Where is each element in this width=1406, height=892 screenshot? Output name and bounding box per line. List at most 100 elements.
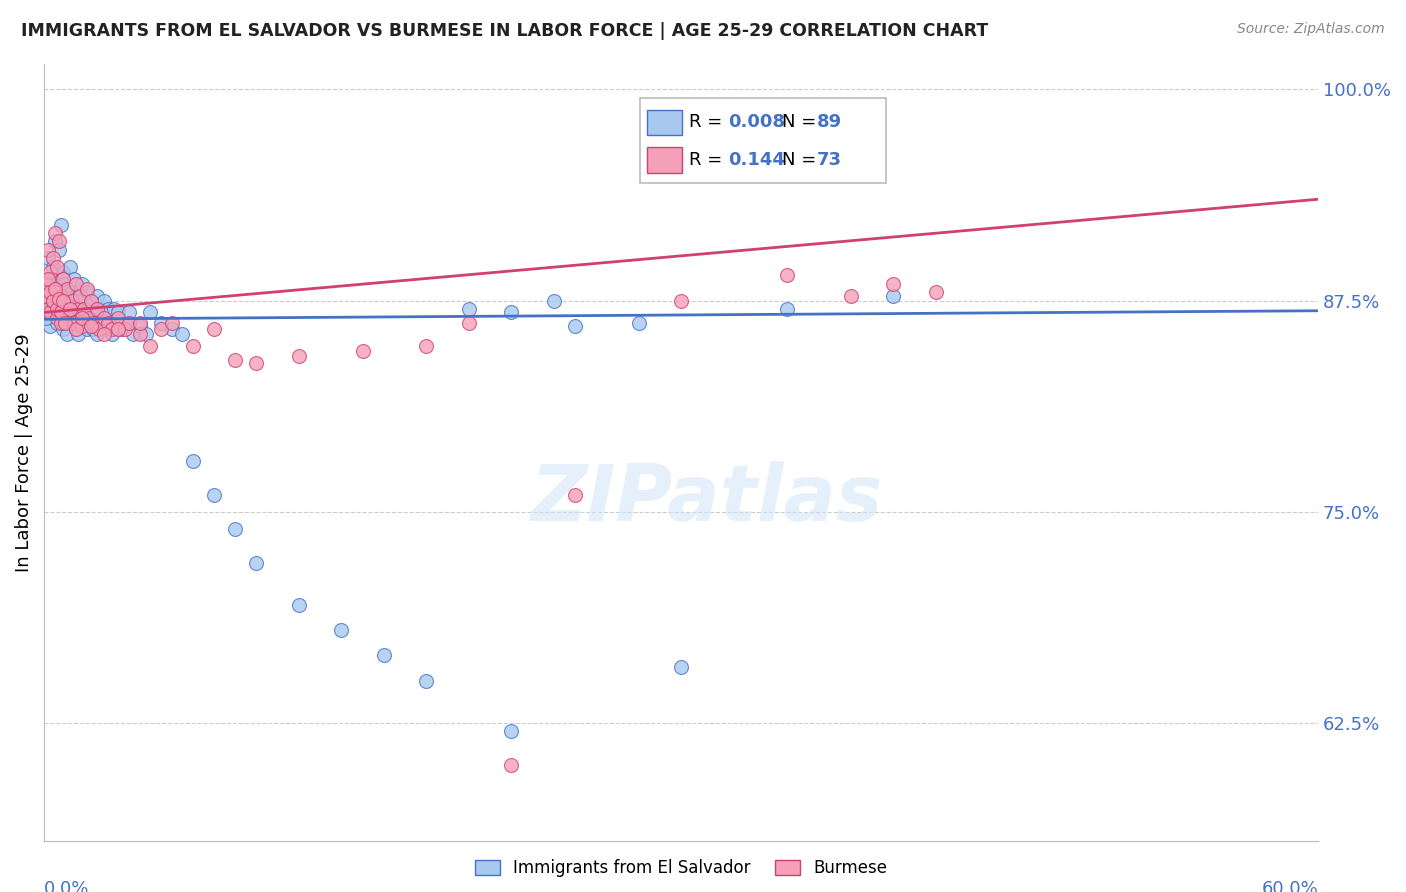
Point: [44, 226, 66, 240]
Point: [139, 305, 162, 319]
Bar: [647, 110, 682, 136]
Point: [45, 293, 67, 308]
Point: [60, 285, 83, 300]
Point: [49, 288, 72, 302]
Point: [53, 299, 76, 313]
FancyBboxPatch shape: [640, 98, 886, 183]
Point: [330, 623, 353, 637]
Point: [160, 316, 183, 330]
Point: [149, 316, 172, 330]
Point: [882, 277, 904, 291]
Point: [122, 327, 145, 342]
Point: [564, 488, 586, 502]
Point: [39, 265, 62, 279]
Point: [65, 277, 87, 291]
Point: [103, 301, 125, 316]
Point: [48, 235, 70, 249]
Point: [41, 301, 63, 316]
Text: ZIPatlas: ZIPatlas: [530, 461, 883, 537]
Text: 0.144: 0.144: [728, 151, 785, 169]
Point: [67, 327, 90, 342]
Point: [58, 301, 80, 316]
Point: [63, 305, 86, 319]
Point: [52, 293, 75, 308]
Point: [65, 288, 87, 302]
Point: [41, 301, 63, 316]
Point: [627, 316, 650, 330]
Point: [76, 282, 98, 296]
Point: [63, 271, 86, 285]
Point: [52, 265, 75, 279]
Point: [65, 322, 87, 336]
Point: [80, 316, 103, 330]
Point: [415, 339, 437, 353]
Point: [839, 288, 862, 302]
Point: [80, 293, 103, 308]
Point: [56, 282, 79, 296]
Point: [44, 285, 66, 300]
Point: [69, 293, 91, 308]
Point: [45, 271, 67, 285]
Point: [181, 339, 204, 353]
Point: [56, 327, 79, 342]
Bar: [647, 147, 682, 173]
Text: N =: N =: [782, 113, 823, 131]
Point: [93, 310, 115, 325]
Point: [80, 318, 103, 333]
Point: [776, 301, 799, 316]
Point: [118, 305, 141, 319]
Point: [39, 285, 62, 300]
Point: [37, 271, 59, 285]
Point: [245, 556, 267, 570]
Point: [53, 277, 76, 291]
Point: [288, 350, 311, 364]
Point: [139, 339, 162, 353]
Point: [107, 310, 129, 325]
Text: 0.0%: 0.0%: [44, 880, 90, 892]
Point: [45, 301, 67, 316]
Point: [49, 305, 72, 319]
Point: [882, 288, 904, 302]
Point: [82, 322, 104, 336]
Point: [45, 316, 67, 330]
Y-axis label: In Labor Force | Age 25-29: In Labor Force | Age 25-29: [15, 334, 32, 572]
Point: [39, 271, 62, 285]
Point: [44, 282, 66, 296]
Point: [35, 277, 58, 291]
Point: [53, 316, 76, 330]
Point: [128, 318, 150, 333]
Point: [37, 305, 59, 319]
Point: [52, 322, 75, 336]
Point: [44, 305, 66, 319]
Text: Source: ZipAtlas.com: Source: ZipAtlas.com: [1237, 22, 1385, 37]
Point: [501, 305, 523, 319]
Point: [160, 322, 183, 336]
Text: 60.0%: 60.0%: [1261, 880, 1319, 892]
Point: [73, 301, 96, 316]
Text: N =: N =: [782, 151, 823, 169]
Point: [35, 310, 58, 325]
Point: [67, 301, 90, 316]
Point: [48, 288, 70, 302]
Point: [72, 310, 94, 325]
Point: [60, 293, 83, 308]
Point: [135, 327, 157, 342]
Point: [202, 322, 225, 336]
Point: [72, 316, 94, 330]
Point: [45, 260, 67, 274]
Legend: Immigrants from El Salvador, Burmese: Immigrants from El Salvador, Burmese: [468, 852, 894, 883]
Point: [669, 293, 692, 308]
Point: [58, 305, 80, 319]
Point: [48, 292, 70, 306]
Point: [90, 316, 112, 330]
Point: [501, 724, 523, 739]
Point: [98, 316, 121, 330]
Point: [60, 316, 83, 330]
Point: [44, 235, 66, 249]
Point: [53, 301, 76, 316]
Point: [501, 758, 523, 772]
Point: [149, 322, 172, 336]
Point: [114, 316, 136, 330]
Point: [110, 322, 132, 336]
Point: [76, 285, 98, 300]
